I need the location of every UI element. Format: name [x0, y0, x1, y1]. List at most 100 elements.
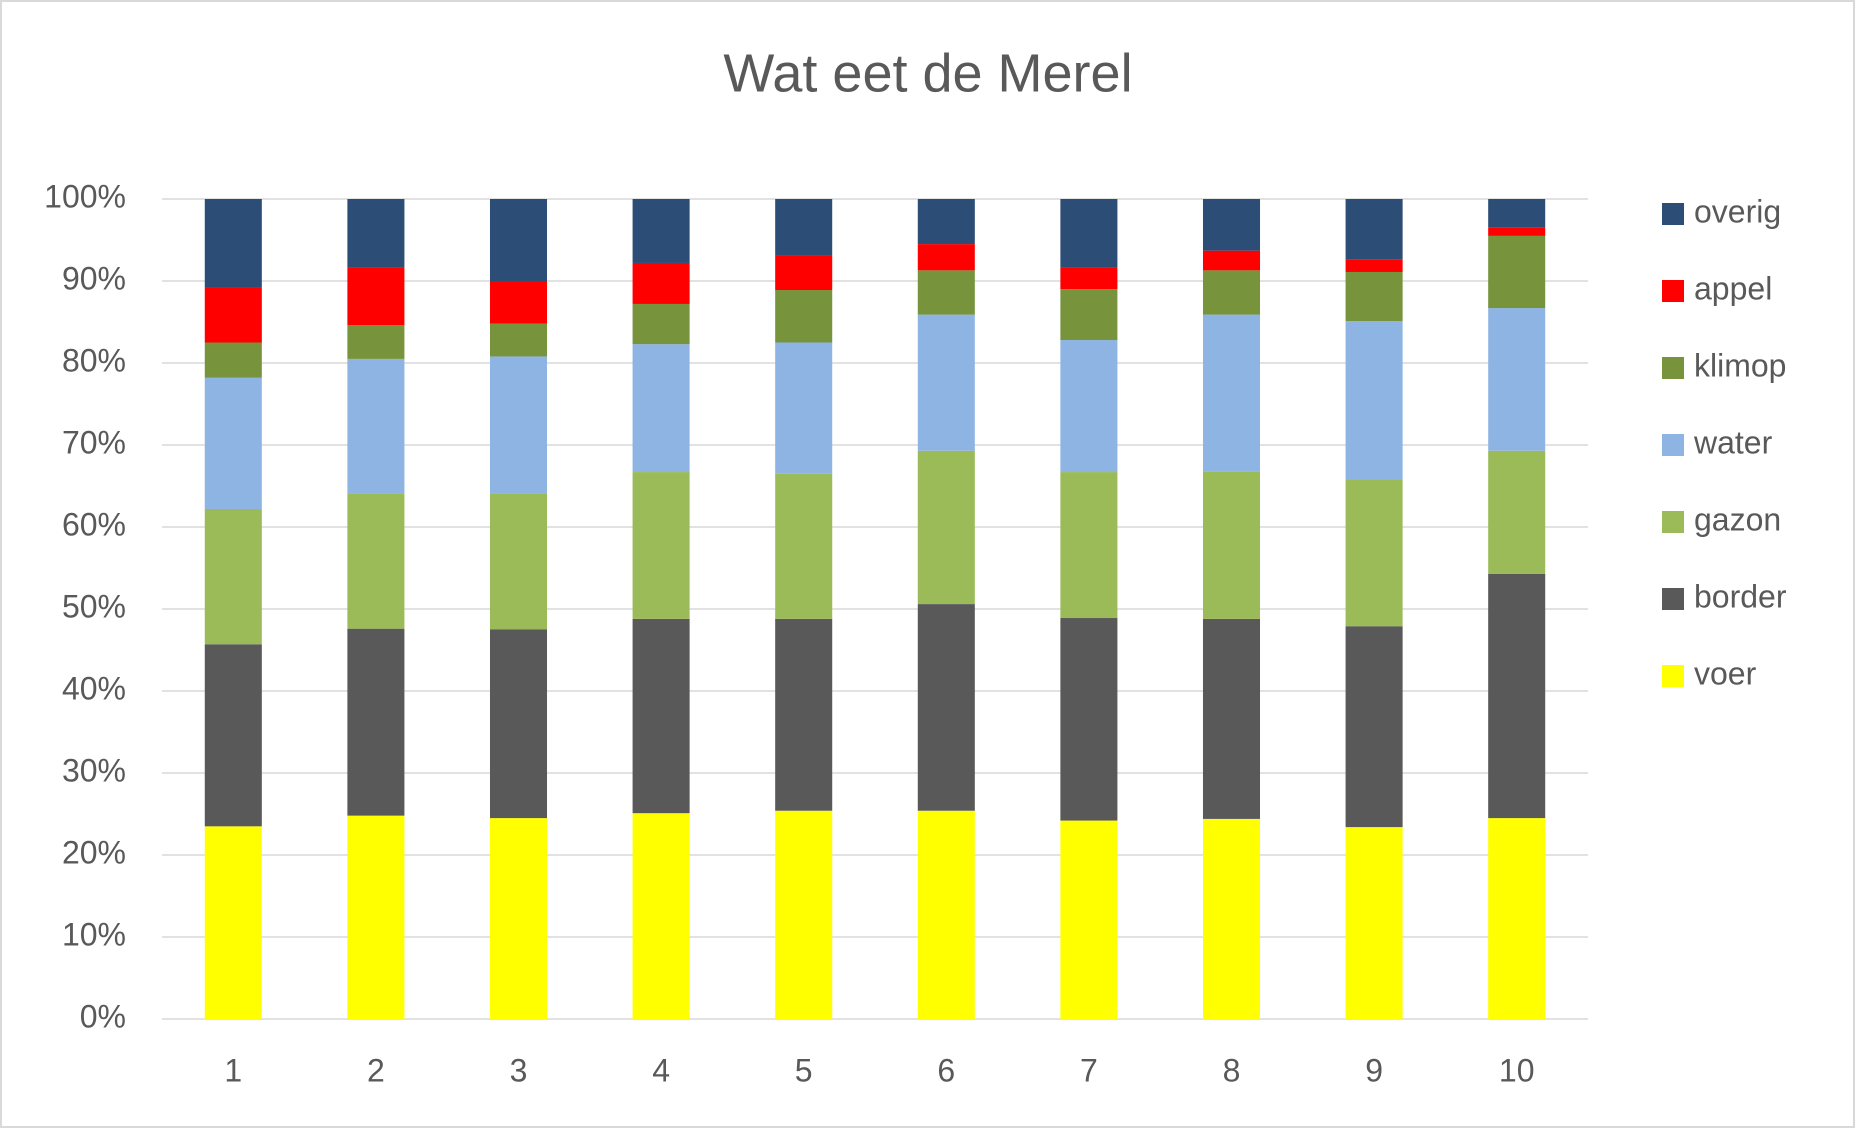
bar-segment: [1202, 471, 1261, 619]
bar-segment: [917, 450, 975, 605]
y-tick-label: 70%: [62, 424, 126, 460]
bar-segment: [347, 815, 405, 1019]
bar-segment: [632, 618, 690, 814]
bar-segment: [1060, 199, 1118, 268]
y-tick-label: 40%: [62, 670, 126, 706]
y-tick-label: 10%: [62, 916, 126, 952]
bar-segment: [917, 810, 975, 1019]
x-tick-label: 7: [1080, 1052, 1098, 1088]
bar-segment: [1345, 271, 1403, 322]
legend-label: appel: [1694, 270, 1772, 306]
bar-segment: [632, 262, 690, 304]
bar-segment: [489, 199, 548, 281]
bar-segment: [917, 314, 975, 451]
y-tick-label: 30%: [62, 752, 126, 788]
bar-segment: [917, 604, 975, 811]
legend-swatch: [1662, 357, 1684, 379]
bar-segment: [489, 323, 548, 357]
bar-segment: [347, 199, 405, 268]
bar-segment: [917, 199, 975, 245]
x-tick-label: 2: [367, 1052, 385, 1088]
bar-segment: [1060, 820, 1118, 1019]
x-tick-label: 9: [1365, 1052, 1383, 1088]
bar-segment: [1345, 827, 1403, 1019]
bar-segment: [632, 813, 690, 1019]
legend-swatch: [1662, 434, 1684, 456]
bar-segment: [775, 810, 833, 1019]
legend-swatch: [1662, 511, 1684, 533]
bar-segment: [1202, 270, 1261, 315]
bar-segment: [204, 342, 262, 378]
bar-segment: [1488, 199, 1546, 228]
legend-swatch: [1662, 588, 1684, 610]
bar-segment: [1488, 235, 1546, 309]
legend-label: overig: [1694, 193, 1781, 229]
bar-segment: [1202, 314, 1261, 472]
bar-segment: [775, 618, 833, 811]
bar-segment: [1488, 573, 1546, 819]
bar-segment: [489, 493, 548, 630]
legend-swatch: [1662, 280, 1684, 302]
bar-segment: [347, 325, 405, 359]
bar-segment: [489, 818, 548, 1019]
legend-label: voer: [1694, 655, 1757, 691]
legend-label: border: [1694, 578, 1787, 614]
y-tick-label: 80%: [62, 342, 126, 378]
bar-segment: [775, 255, 833, 291]
legend-swatch: [1662, 203, 1684, 225]
bar-segment: [775, 342, 833, 474]
bar-segment: [204, 377, 262, 509]
bar-segment: [1202, 818, 1261, 1019]
bar-segment: [347, 358, 405, 494]
bar-segment: [1488, 227, 1546, 236]
legend-swatch: [1662, 665, 1684, 687]
bar-segment: [1345, 259, 1403, 272]
x-tick-label: 5: [795, 1052, 813, 1088]
bar-segment: [1345, 626, 1403, 828]
bar-segment: [632, 472, 690, 619]
x-tick-label: 8: [1223, 1052, 1241, 1088]
x-tick-label: 10: [1499, 1052, 1535, 1088]
bar-segment: [1345, 199, 1403, 260]
bar-segment: [489, 281, 548, 324]
bar-segment: [1488, 308, 1546, 451]
bar-segment: [204, 287, 262, 343]
bar-segment: [1060, 618, 1118, 821]
bar-segment: [347, 267, 405, 326]
bar-segment: [632, 344, 690, 473]
bar-segment: [1345, 479, 1403, 627]
bar-segment: [632, 303, 690, 345]
x-tick-label: 4: [652, 1052, 670, 1088]
bar-segment: [1060, 472, 1118, 619]
bar-segment: [775, 199, 833, 256]
y-tick-label: 90%: [62, 260, 126, 296]
bar-segment: [632, 199, 690, 263]
y-tick-label: 50%: [62, 588, 126, 624]
y-tick-label: 20%: [62, 834, 126, 870]
bar-segment: [1060, 267, 1118, 290]
x-tick-label: 6: [937, 1052, 955, 1088]
bar-segment: [1488, 450, 1546, 574]
bar-segment: [775, 473, 833, 619]
y-tick-label: 60%: [62, 506, 126, 542]
bar-segment: [347, 628, 405, 816]
bar-segment: [1202, 199, 1261, 251]
bar-segment: [489, 356, 548, 494]
bar-segment: [775, 290, 833, 343]
y-tick-label: 100%: [44, 178, 126, 214]
bar-segment: [347, 493, 405, 629]
bar-segment: [204, 644, 262, 827]
bar-segment: [1202, 250, 1261, 271]
bar-segment: [1060, 289, 1118, 341]
bar-segment: [489, 629, 548, 819]
bar-segment: [1060, 340, 1118, 473]
x-tick-label: 3: [510, 1052, 528, 1088]
bar-segment: [204, 826, 262, 1019]
chart-title: Wat eet de Merel: [723, 43, 1132, 103]
bar-segment: [204, 199, 262, 288]
bar-segment: [204, 508, 262, 645]
bar-segment: [1488, 818, 1546, 1019]
legend-label: gazon: [1694, 501, 1781, 537]
bar-segment: [1202, 618, 1261, 819]
